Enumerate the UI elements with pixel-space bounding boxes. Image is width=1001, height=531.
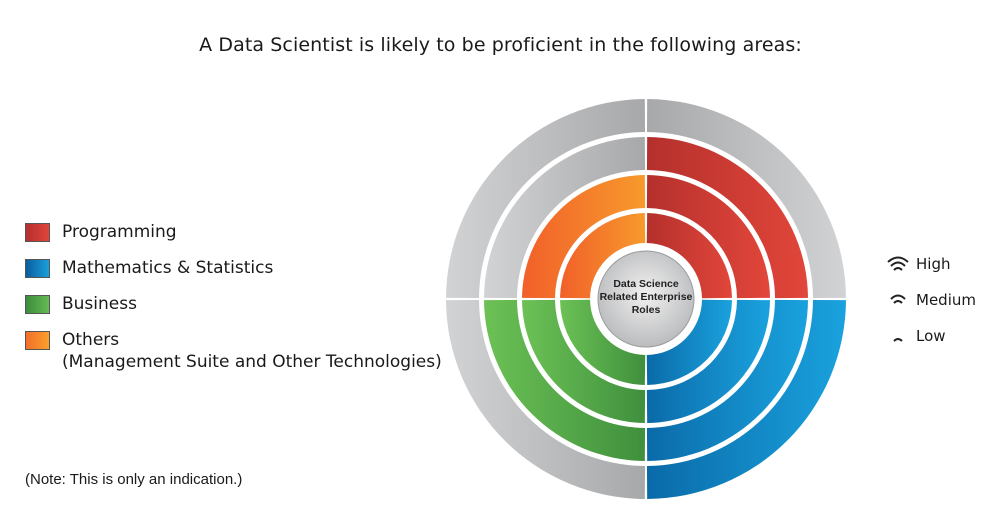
legend-sublabel-others: (Management Suite and Other Technologies… xyxy=(62,352,442,372)
level-label-medium: Medium xyxy=(916,291,976,309)
wheel-segment-programming-ring-2 xyxy=(646,175,770,299)
wheel-segment-business-ring-4 xyxy=(446,299,646,499)
legend-swatch-others xyxy=(25,331,50,350)
wheel-segment-others-ring-2 xyxy=(522,175,646,299)
legend-label: Others (Management Suite and Other Techn… xyxy=(62,329,442,373)
legend-swatch-mathematics-statistics xyxy=(25,259,50,278)
wheel-segment-mathematics-statistics-ring-2 xyxy=(646,299,770,423)
wheel-segment-mathematics-statistics-ring-4 xyxy=(646,299,846,499)
page-title: A Data Scientist is likely to be profici… xyxy=(199,34,802,56)
signal-medium-icon xyxy=(890,294,906,304)
legend-label-others: Others xyxy=(62,330,120,350)
note-text: (Note: This is only an indication.) xyxy=(25,471,243,488)
center-label-line-2: Related Enterprise xyxy=(600,291,693,303)
wheel-segment-business-ring-1 xyxy=(560,299,646,385)
signal-high-icon xyxy=(887,256,909,271)
center-label-line-3: Roles xyxy=(632,304,661,316)
center-hub xyxy=(597,250,695,348)
signal-low-icon xyxy=(893,338,903,342)
legend-label: Programming xyxy=(62,222,177,242)
wheel-segment-mathematics-statistics-ring-1 xyxy=(646,299,732,385)
wheel-segment-business-ring-3 xyxy=(484,299,646,461)
legend-label: Mathematics & Statistics xyxy=(62,258,274,278)
wheel-segment-programming-ring-3 xyxy=(646,137,808,299)
legend-swatch-programming xyxy=(25,223,50,242)
level-label-low: Low xyxy=(916,327,946,345)
level-label-high: High xyxy=(916,255,951,273)
legend-label: Business xyxy=(62,294,137,314)
wheel-segment-others-ring-1 xyxy=(560,213,646,299)
wheel-segment-others-ring-3 xyxy=(484,137,646,299)
center-label-line-1: Data Science xyxy=(613,278,679,290)
wheel-segment-others-ring-4 xyxy=(446,99,646,299)
wheel-segment-programming-ring-1 xyxy=(646,213,732,299)
wheel-segment-business-ring-2 xyxy=(522,299,646,423)
wheel-segment-mathematics-statistics-ring-3 xyxy=(646,299,808,461)
legend-swatch-business xyxy=(25,295,50,314)
wheel-segment-programming-ring-4 xyxy=(646,99,846,299)
